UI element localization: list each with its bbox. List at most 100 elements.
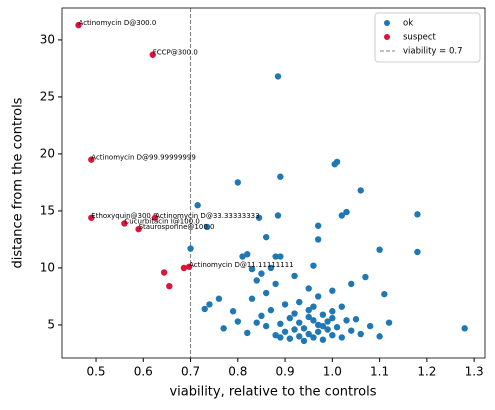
point	[331, 160, 338, 168]
point	[376, 246, 383, 253]
point	[343, 208, 350, 216]
point	[291, 310, 298, 317]
point	[286, 335, 294, 342]
y-tick-label: 5	[47, 317, 55, 331]
point	[281, 328, 289, 335]
point	[234, 318, 242, 325]
point	[234, 179, 242, 186]
point	[185, 263, 193, 270]
point	[333, 324, 341, 331]
x-tick-label: 1.2	[417, 365, 436, 379]
point	[324, 326, 331, 333]
point	[319, 322, 327, 330]
point	[206, 301, 213, 308]
point	[262, 233, 270, 241]
y-tick-label: 20	[40, 146, 55, 160]
point	[310, 262, 317, 269]
point	[314, 222, 322, 229]
point	[385, 319, 393, 326]
annotation: Actinomycin D@300.0	[79, 19, 157, 27]
legend-box	[374, 12, 481, 63]
point	[291, 272, 298, 280]
y-tick-label: 15	[40, 203, 55, 217]
point	[414, 248, 421, 256]
annotation: Staurosporine@100.0	[139, 223, 215, 231]
point	[253, 319, 260, 326]
x-tick-label: 1.3	[465, 365, 484, 379]
point	[305, 285, 312, 292]
point	[88, 214, 95, 221]
point	[305, 330, 312, 338]
point	[244, 251, 251, 258]
legend-marker	[384, 20, 390, 26]
point	[300, 337, 308, 345]
point	[253, 277, 260, 284]
point	[88, 156, 95, 163]
point	[255, 214, 263, 221]
point	[160, 269, 168, 276]
legend-marker	[384, 34, 390, 40]
point	[366, 322, 374, 330]
legend-label: ok	[403, 19, 413, 29]
point	[352, 316, 360, 323]
annotation: Actinomycin D@33.33333333	[155, 212, 260, 220]
y-tick-label: 30	[40, 32, 55, 46]
point	[329, 308, 336, 315]
y-tick-label: 10	[40, 260, 55, 274]
point	[272, 280, 279, 288]
point	[277, 253, 284, 260]
point	[338, 212, 345, 219]
point	[305, 313, 312, 321]
point	[135, 225, 142, 233]
x-tick-label: 0.6	[134, 365, 153, 379]
point	[201, 305, 208, 313]
point	[274, 212, 282, 219]
point	[314, 293, 322, 300]
y-axis-label: distance from the controls	[11, 97, 26, 268]
point	[215, 295, 223, 302]
annotation: Cucurbitacin I@100.0	[124, 217, 199, 225]
x-tick-label: 0.9	[276, 365, 295, 379]
point	[314, 236, 322, 243]
point	[272, 253, 279, 260]
point	[267, 306, 275, 314]
point	[329, 287, 336, 294]
point	[75, 21, 82, 29]
point	[319, 336, 327, 343]
point	[296, 319, 303, 326]
point	[291, 326, 298, 333]
point	[166, 282, 173, 290]
point	[343, 317, 350, 324]
point	[376, 333, 383, 340]
annotation: FCCP@300.0	[153, 49, 198, 57]
point	[310, 317, 317, 324]
point	[461, 325, 468, 332]
point	[258, 312, 265, 320]
y-tick-label: 25	[40, 89, 55, 103]
point	[357, 187, 364, 194]
point	[348, 327, 355, 334]
point	[329, 331, 336, 339]
point	[151, 214, 159, 221]
legend-label: viability = 0.7	[403, 47, 463, 57]
x-tick-label: 1.0	[323, 365, 342, 379]
point	[281, 301, 289, 308]
point	[248, 295, 256, 302]
point	[381, 290, 388, 298]
point	[329, 314, 336, 322]
point	[277, 320, 284, 327]
legend-label: suspect	[403, 33, 437, 43]
point	[248, 265, 256, 273]
plot-frame	[61, 7, 486, 359]
point	[362, 273, 369, 281]
point	[286, 314, 294, 322]
point	[220, 325, 227, 332]
point	[149, 51, 156, 58]
point	[203, 223, 211, 231]
x-tick-label: 0.5	[86, 365, 105, 379]
point	[324, 318, 331, 325]
point	[229, 308, 237, 315]
point	[274, 73, 282, 80]
point	[338, 303, 345, 310]
